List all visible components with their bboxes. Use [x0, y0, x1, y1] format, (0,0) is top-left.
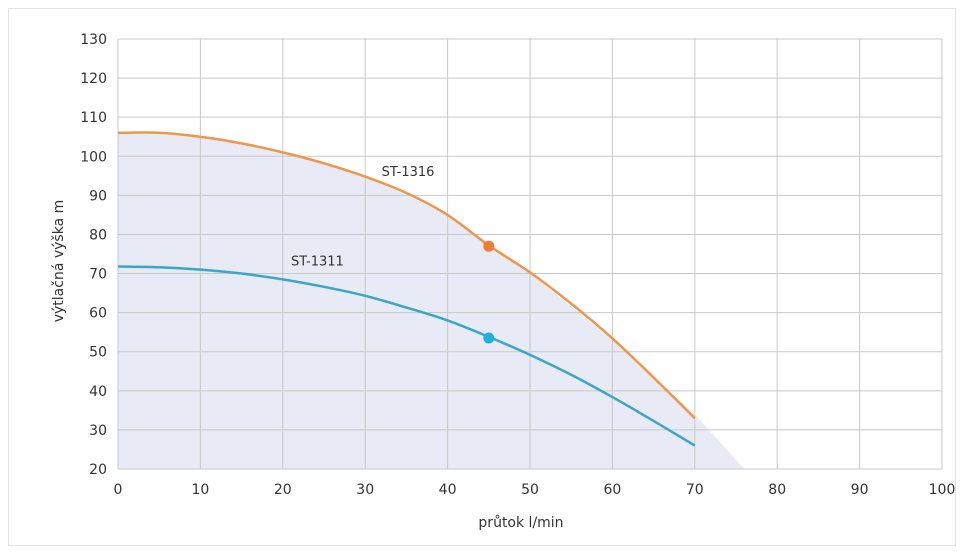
y-tick-label-20: 20 [89, 462, 107, 478]
grid-layer [117, 38, 943, 470]
tick-layer: 0 10 20 30 40 50 60 70 80 90 100 20 30 40 50 60 70 80 90 10… [80, 32, 955, 498]
y-tick-label-130: 130 [80, 32, 107, 48]
x-tick-label-80: 80 [768, 482, 786, 498]
y-tick-label-80: 80 [89, 227, 107, 243]
x-tick-label-100: 100 [929, 482, 955, 498]
x-tick-label-10: 10 [191, 482, 209, 498]
area-layer [118, 132, 745, 469]
y-axis-title: výtlačná výška m [51, 200, 67, 323]
series-line-ST-1316 [117, 131, 696, 420]
x-tick-label-30: 30 [356, 482, 374, 498]
y-tick-label-50: 50 [89, 345, 107, 361]
x-axis-title: průtok l/min [478, 515, 563, 531]
series-label-ST-1311: ST-1311 [291, 255, 344, 270]
y-tick-label-30: 30 [89, 423, 107, 439]
x-tick-label-70: 70 [686, 482, 704, 498]
series-label-ST-1316: ST-1316 [382, 165, 435, 180]
x-tick-label-40: 40 [439, 482, 457, 498]
y-tick-label-60: 60 [89, 306, 107, 322]
x-tick-label-50: 50 [521, 482, 539, 498]
y-tick-label-70: 70 [89, 267, 107, 283]
x-tick-label-90: 90 [851, 482, 869, 498]
series-line-ST-1311 [117, 265, 696, 447]
y-tick-label-110: 110 [80, 110, 107, 126]
x-tick-label-0: 0 [114, 482, 123, 498]
series-layer: ST-1316 ST-1311 [117, 131, 696, 447]
chart-frame: ST-1316 ST-1311 0 10 20 30 40 50 60 70 80 90 100 20 3… [8, 8, 956, 546]
pump-curve-chart: ST-1316 ST-1311 0 10 20 30 40 50 60 70 80 90 100 20 3… [51, 32, 955, 531]
y-tick-label-90: 90 [89, 188, 107, 204]
operating-area [118, 132, 745, 469]
y-tick-label-120: 120 [80, 71, 107, 87]
series-marker-ST-1316 [483, 240, 495, 252]
y-tick-label-100: 100 [80, 149, 107, 165]
x-tick-label-60: 60 [603, 482, 621, 498]
x-tick-label-20: 20 [274, 482, 292, 498]
series-marker-ST-1311 [483, 332, 495, 344]
y-tick-label-40: 40 [89, 384, 107, 400]
